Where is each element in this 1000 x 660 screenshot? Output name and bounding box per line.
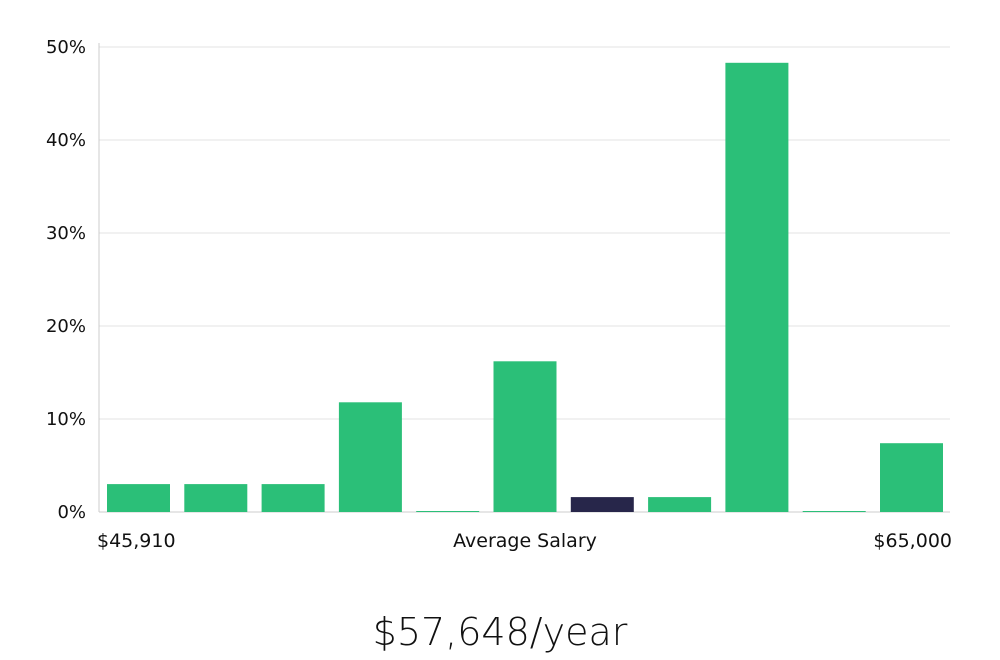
x-max-label: $65,000 [873, 530, 952, 552]
bar [107, 484, 170, 512]
bar [802, 511, 866, 512]
bar [416, 511, 480, 512]
bar-highlighted [570, 497, 634, 512]
bar [493, 361, 557, 512]
bars [107, 62, 943, 513]
y-tick-label: 30% [46, 223, 86, 244]
bar [725, 62, 789, 513]
y-tick-label: 20% [46, 316, 86, 337]
bar [648, 497, 712, 512]
salary-histogram-chart: 0% 10% 20% 30% 40% 50% $45,910 Average Salary… [46, 37, 952, 552]
bar [880, 443, 943, 512]
x-min-label: $45,910 [97, 530, 176, 552]
y-tick-label: 10% [46, 409, 86, 430]
y-tick-label: 0% [57, 502, 86, 523]
x-center-label: Average Salary [453, 530, 597, 552]
bar [184, 484, 248, 512]
y-tick-label: 50% [46, 37, 86, 58]
y-tick-labels: 0% 10% 20% 30% 40% 50% [46, 37, 86, 523]
y-tick-label: 40% [46, 130, 86, 151]
average-salary-value: $57,648/year [372, 610, 628, 654]
bar [338, 402, 402, 512]
bar [261, 484, 325, 512]
